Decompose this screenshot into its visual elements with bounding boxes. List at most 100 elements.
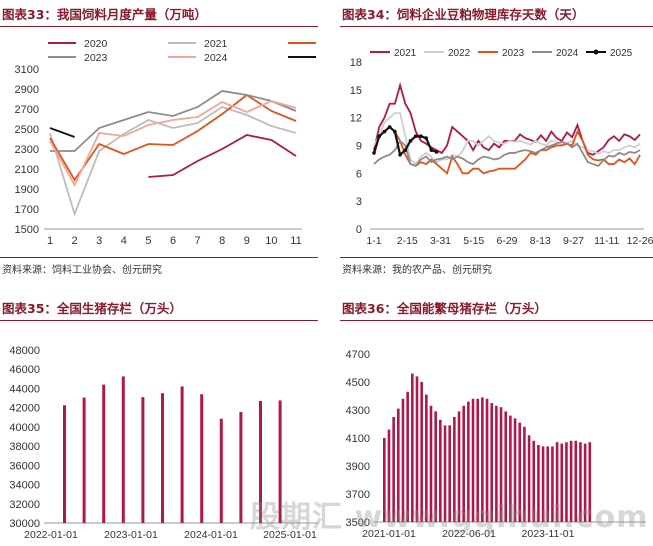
- bar: [499, 407, 503, 522]
- x-tick-label: 2024-01-01: [184, 529, 238, 541]
- y-tick-label: 2500: [15, 124, 39, 136]
- series-line-2022: [373, 112, 641, 166]
- bar: [383, 438, 386, 522]
- chart33-title: 图表33：我国饲料月度产量（万吨）: [2, 7, 207, 22]
- y-tick-label: 32000: [9, 499, 40, 511]
- x-tick-label: 2022-01-01: [24, 529, 78, 541]
- x-tick-label: 8-13: [530, 235, 551, 247]
- x-tick-label: 11-11: [594, 235, 619, 247]
- y-tick-label: 34000: [9, 480, 40, 492]
- bar: [239, 411, 243, 523]
- x-tick-label: 9-27: [563, 235, 584, 247]
- y-tick-label: 42000: [9, 403, 40, 415]
- bar: [527, 435, 531, 522]
- series-line-2025: [49, 127, 75, 138]
- bar: [443, 425, 447, 522]
- y-tick-label: 30000: [9, 518, 40, 530]
- bar: [121, 376, 125, 523]
- y-tick-label: 40000: [9, 422, 40, 434]
- bar: [579, 442, 582, 522]
- series-point-2025: [419, 134, 423, 139]
- series-point-2025: [413, 134, 418, 139]
- legend-label-2021: 2021: [204, 38, 228, 50]
- bar: [462, 405, 465, 522]
- series-line-2022: [49, 93, 297, 182]
- bar: [495, 405, 498, 522]
- bar: [406, 391, 409, 522]
- x-tick-label: 8: [219, 235, 225, 247]
- bar: [481, 397, 484, 522]
- bar: [141, 397, 145, 523]
- bar: [583, 443, 587, 522]
- legend-label-2023: 2023: [502, 48, 525, 59]
- bar: [471, 398, 475, 522]
- series-point-2025: [408, 139, 413, 143]
- y-tick-label: 38000: [9, 441, 40, 453]
- legend-label-2021: 2021: [394, 48, 417, 59]
- bar: [541, 446, 545, 522]
- y-tick-label: 12: [350, 113, 362, 125]
- chart34-source: 资料来源：我的农产品、创元研究: [342, 265, 492, 276]
- bar: [63, 405, 66, 523]
- x-tick-label: 12-26: [627, 235, 653, 247]
- chart34-title: 图表34：饲料企业豆粕物理库存天数（天）: [342, 7, 585, 22]
- bar: [565, 442, 568, 522]
- series-line-2021: [49, 106, 297, 217]
- x-tick-label: 5-15: [463, 235, 484, 247]
- bar: [476, 398, 479, 522]
- bar: [518, 422, 522, 522]
- y-tick-label: 18: [350, 57, 362, 69]
- bar: [551, 446, 554, 522]
- x-tick-label: 3: [96, 235, 102, 247]
- x-tick-label: 2-15: [397, 235, 418, 247]
- bar: [457, 411, 461, 522]
- x-tick-label: 1: [47, 235, 53, 247]
- bar: [434, 411, 437, 522]
- legend-label-2020: 2020: [84, 38, 108, 50]
- bar: [532, 440, 536, 522]
- bar: [569, 440, 573, 522]
- chart36-svg: 3500 3700 3900 4100 4300 4500 4700 2021-01-01 20…: [346, 349, 646, 540]
- chart36-rule: [340, 320, 653, 321]
- y-tick-label: 6: [356, 168, 362, 180]
- y-tick-label: 36000: [9, 460, 40, 472]
- bar: [387, 429, 391, 522]
- series-point-2025: [398, 152, 402, 157]
- chart34-svg: 0 3 6 9 12 15 18 1-1 2-15 3-31 5-15 6-29 8-13 9-27 11-…: [350, 48, 653, 247]
- x-tick-label: 2022-06-01: [442, 528, 496, 540]
- y-tick-label: 3500: [346, 517, 370, 529]
- legend-label-2024: 2024: [556, 48, 579, 59]
- series-point-2025: [387, 125, 392, 129]
- y-tick-label: 1700: [15, 204, 39, 216]
- bar: [467, 401, 470, 522]
- series-point-2025: [403, 148, 408, 152]
- x-tick-label: 3-31: [430, 235, 451, 247]
- x-tick-label: 7: [195, 235, 201, 247]
- y-tick-label: 3: [356, 196, 362, 208]
- series-point-2025: [424, 136, 428, 140]
- x-tick-label: 2025-01-01: [263, 529, 317, 541]
- bar: [180, 386, 184, 523]
- series-line-2021: [373, 81, 641, 156]
- bar: [490, 403, 494, 522]
- x-tick-label: 4: [121, 235, 127, 247]
- series-line-2024: [373, 139, 641, 167]
- bar: [485, 398, 489, 522]
- bar: [401, 398, 405, 522]
- series-line-2020: [148, 134, 297, 178]
- y-tick-label: 4500: [346, 377, 370, 389]
- chart33-svg: 1500 1700 1900 2100 2300 2500 2700 2900 3100 1 2 3 4…: [15, 38, 316, 247]
- bar: [537, 445, 540, 522]
- y-tick-label: 1900: [15, 184, 39, 196]
- legend-marker-2025: [593, 49, 599, 55]
- y-tick-label: 44000: [9, 383, 40, 395]
- x-tick-label: 9: [244, 235, 250, 247]
- y-tick-label: 4700: [346, 349, 370, 361]
- bar: [574, 440, 578, 522]
- y-tick-label: 2300: [15, 144, 39, 156]
- y-tick-label: 9: [356, 141, 362, 153]
- bar: [278, 400, 282, 523]
- series-point-2025: [377, 134, 382, 139]
- bar: [546, 446, 550, 522]
- bar: [588, 442, 592, 522]
